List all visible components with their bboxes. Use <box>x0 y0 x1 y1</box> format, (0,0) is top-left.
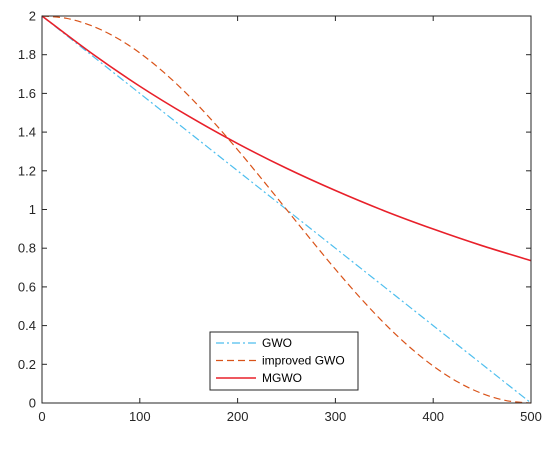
y-tick-label: 1.4 <box>18 125 36 140</box>
y-tick-label: 1 <box>29 202 36 217</box>
legend: GWO improved GWO MGWO <box>209 331 359 391</box>
series-line-3 <box>41 15 532 262</box>
x-tick-label: 400 <box>422 409 444 424</box>
x-tick-label: 500 <box>520 409 542 424</box>
y-tick-label: 0.4 <box>18 318 36 333</box>
legend-box <box>209 331 359 391</box>
x-tick-label: 200 <box>227 409 249 424</box>
legend-label-2: improved GWO <box>262 354 345 368</box>
y-tick-label: 1.6 <box>18 86 36 101</box>
y-tick-label: 0 <box>29 396 36 411</box>
y-tick-label: 1.2 <box>18 163 36 178</box>
y-tick-label: 2 <box>29 9 36 24</box>
y-tick-label: 0.2 <box>18 357 36 372</box>
x-tick-label: 300 <box>325 409 347 424</box>
y-tick-label: 0.6 <box>18 279 36 294</box>
x-tick-label: 100 <box>129 409 151 424</box>
plot-frame <box>41 15 532 404</box>
x-axis: 0 100 200 300 400 500 <box>38 16 542 424</box>
x-tick-label: 0 <box>38 409 45 424</box>
y-tick-label: 1.8 <box>18 47 36 62</box>
series-layer <box>41 15 532 404</box>
series-line-2 <box>41 15 532 404</box>
y-axis: 0 0.2 0.4 0.6 0.8 1 1.2 1.4 1.6 1.8 2 <box>18 9 531 411</box>
legend-label-3: MGWO <box>262 371 302 385</box>
y-tick-label: 0.8 <box>18 241 36 256</box>
legend-label-1: GWO <box>262 336 292 350</box>
